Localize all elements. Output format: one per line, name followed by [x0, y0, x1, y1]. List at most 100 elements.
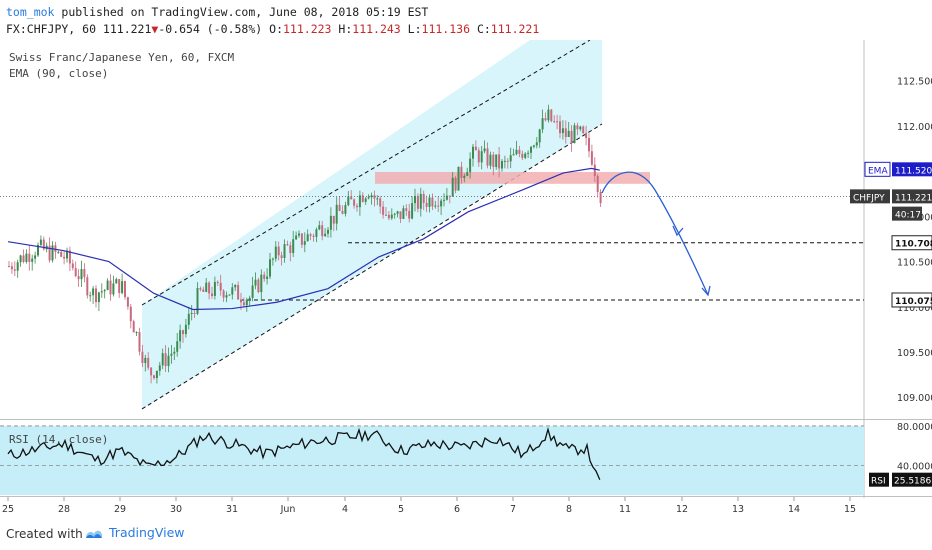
candle-body-190: [559, 121, 561, 134]
ema-value-text: 111.520: [895, 166, 932, 176]
candle-body-132: [390, 214, 393, 219]
candle-body-65: [196, 288, 199, 314]
candle-body-188: [553, 121, 556, 123]
candle-body-129: [382, 206, 385, 215]
candle-body-27: [86, 277, 89, 296]
projection-path[interactable]: [601, 171, 711, 297]
candle-body-11: [39, 239, 42, 245]
candle-body-76: [228, 294, 231, 296]
candle-body-167: [492, 154, 495, 167]
candle-body-101: [300, 233, 303, 245]
symbol-text: FX:CHFJPY, 60 111.221: [6, 22, 152, 36]
candle-body-60: [182, 330, 184, 335]
candle-body-56: [170, 353, 173, 356]
value-badge-2: [892, 206, 922, 221]
candle-body-32: [100, 291, 103, 293]
candle-body-164: [483, 148, 486, 152]
candle-body-201: [590, 151, 593, 165]
resistance-zone[interactable]: [375, 172, 650, 184]
close-value: 111.221: [490, 22, 540, 36]
price-axis[interactable]: 112.500112.000111.500111.000110.500110.0…: [897, 77, 932, 473]
candle-body-123: [364, 198, 367, 202]
candle-body-95: [283, 244, 286, 258]
candle-body-142: [419, 194, 422, 209]
candle-body-143: [422, 194, 425, 203]
candle-body-116: [344, 205, 347, 214]
candle-body-66: [199, 288, 202, 290]
published-text: published on TradingView.com, June 08, 2…: [61, 5, 429, 19]
candle-body-176: [518, 149, 521, 154]
time-tick-6: 4: [342, 504, 348, 515]
candle-body-160: [472, 146, 474, 159]
candle-body-69: [208, 282, 211, 294]
author-link[interactable]: tom_mok: [6, 5, 55, 19]
candle-body-93: [277, 246, 280, 256]
candle-body-4: [19, 255, 22, 263]
rsi-value-text: 25.5186: [894, 477, 931, 487]
candle-body-49: [150, 367, 153, 376]
candle-body-124: [367, 197, 370, 199]
candle-body-186: [547, 109, 550, 121]
candle-body-37: [115, 279, 118, 284]
candle-body-9: [34, 255, 37, 259]
candle-body-47: [144, 357, 147, 364]
rsi-tick-1: 40.0000: [897, 461, 932, 472]
candle-body-170: [501, 161, 503, 169]
candle-body-5: [22, 255, 25, 262]
tradingview-brand[interactable]: TradingView: [84, 525, 185, 540]
value-badge-text-2: 40:17: [895, 211, 921, 221]
time-tick-9: 7: [510, 504, 516, 515]
time-axis[interactable]: 25 28 29 30 31 Jun 4 5 6 7 8 11 12 13 14 15: [2, 497, 856, 515]
candle-body-102: [303, 241, 306, 245]
candle-body-88: [263, 274, 266, 279]
candle-body-54: [164, 353, 167, 367]
ascending-channel[interactable]: [141, 40, 603, 410]
candle-body-77: [231, 287, 234, 295]
candle-body-39: [121, 281, 124, 294]
candle-body-96: [286, 244, 289, 246]
candle-body-22: [71, 263, 74, 269]
candle-body-85: [254, 279, 257, 286]
candle-body-126: [373, 195, 376, 199]
candle-body-125: [370, 195, 373, 198]
candle-body-157: [463, 175, 466, 178]
candle-body-187: [550, 109, 553, 122]
candle-body-152: [448, 195, 451, 197]
candle-body-70: [211, 293, 213, 296]
candle-body-148: [437, 205, 440, 207]
candle-body-155: [457, 166, 460, 191]
candle-body-147: [434, 205, 437, 207]
candle-body-48: [147, 357, 150, 368]
candle-body-196: [576, 125, 579, 130]
candle-body-185: [544, 118, 547, 121]
candle-body-20: [66, 250, 68, 259]
candle-body-61: [184, 324, 187, 335]
candle-body-26: [83, 269, 86, 278]
time-tick-13: 13: [732, 504, 744, 515]
projection-curve: [601, 171, 709, 296]
candle-body-202: [593, 164, 596, 176]
candle-body-87: [260, 274, 263, 293]
candle-body-109: [324, 233, 327, 237]
price-tick-0: 112.500: [897, 77, 932, 88]
candle-body-84: [251, 285, 254, 298]
candle-body-80: [240, 299, 242, 303]
candle-body-140: [414, 195, 416, 204]
candle-body-149: [440, 200, 443, 207]
price-tick-4: 110.500: [897, 258, 932, 269]
candle-body-133: [393, 213, 396, 215]
chart-area[interactable]: 112.500112.000111.500111.000110.500110.0…: [0, 40, 932, 520]
candle-body-63: [190, 312, 193, 314]
candle-body-165: [486, 148, 489, 166]
candle-body-86: [257, 279, 260, 293]
tradingview-brand-label: TradingView: [109, 525, 185, 540]
time-tick-8: 6: [454, 504, 460, 515]
candlestick-series: [8, 104, 602, 384]
value-badge-text-3: 110.708: [895, 240, 932, 250]
candle-body-38: [118, 279, 121, 294]
candle-body-106: [315, 229, 318, 237]
time-tick-7: 5: [398, 504, 404, 515]
candle-body-200: [588, 137, 590, 152]
candle-body-128: [379, 198, 382, 207]
candle-body-153: [451, 177, 454, 197]
